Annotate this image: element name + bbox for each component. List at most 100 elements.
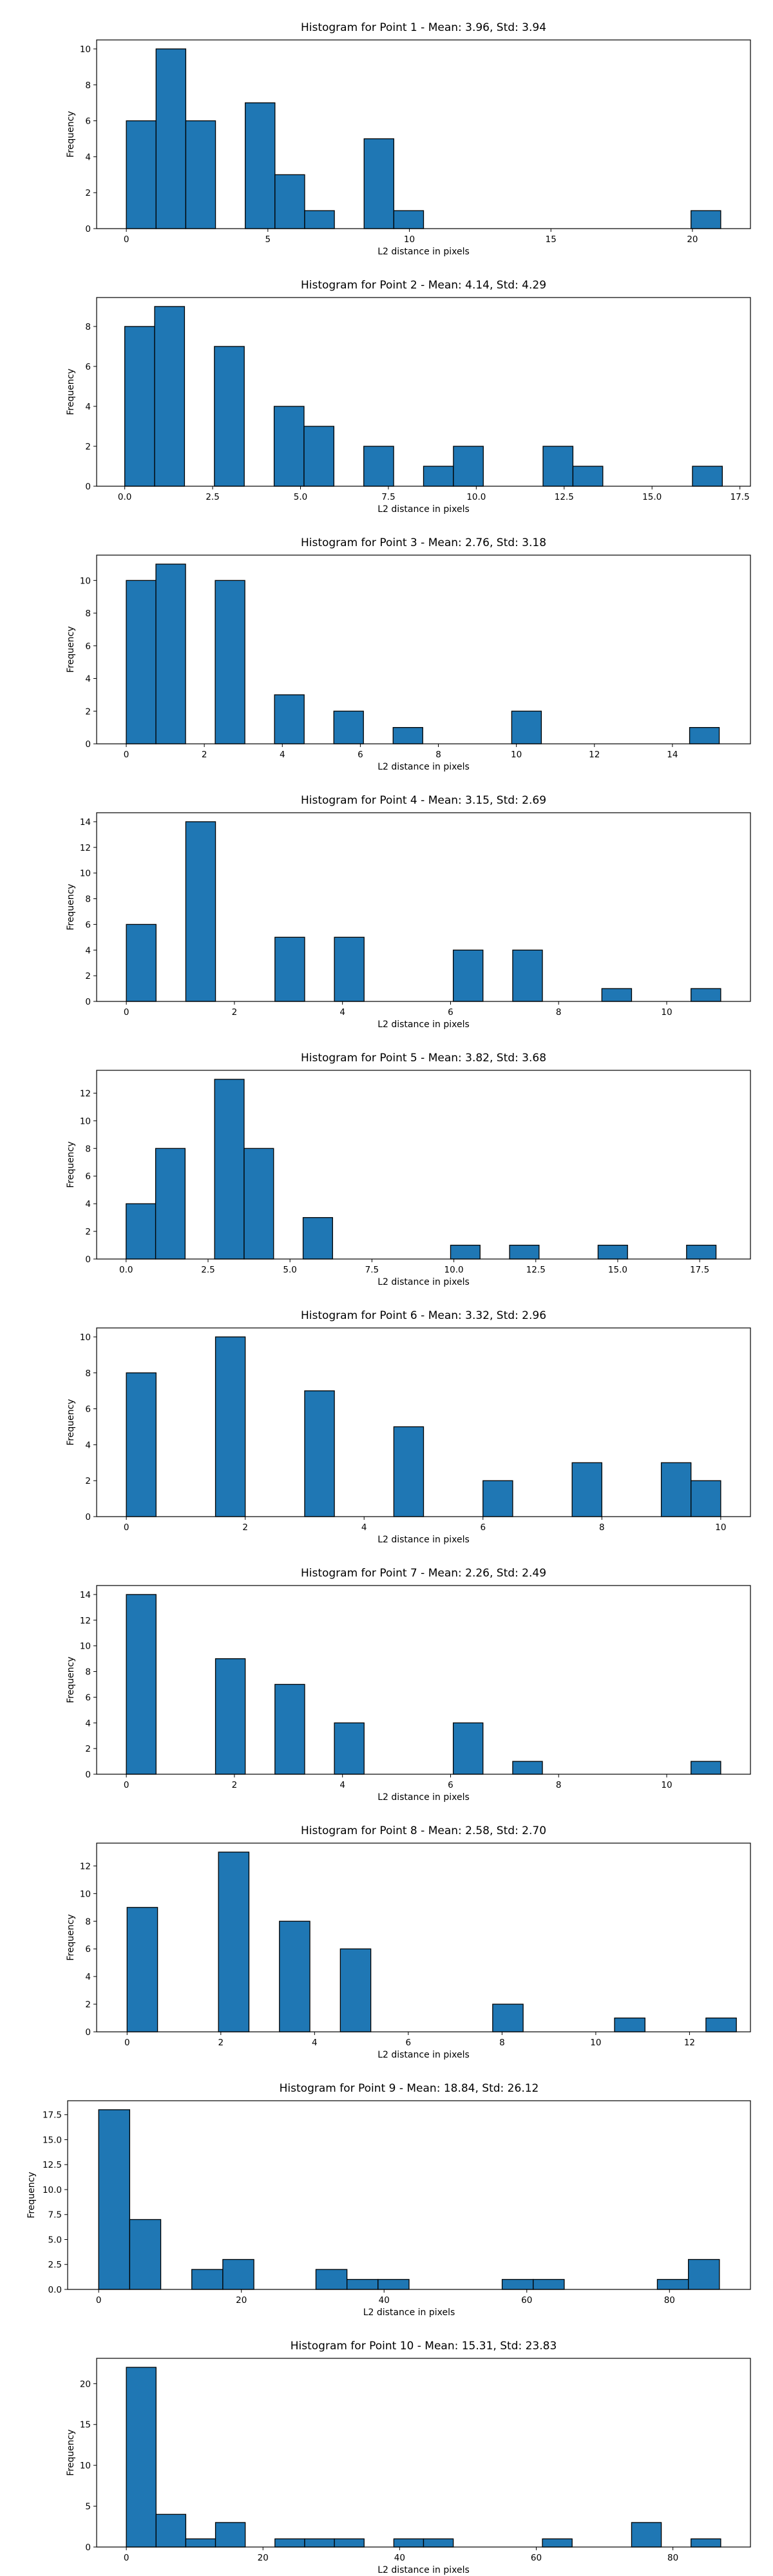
y-tick-label: 10 (80, 869, 91, 879)
histogram-chart-4: Histogram for Point 4 - Mean: 3.15, Std:… (66, 794, 751, 1030)
y-tick-label: 0 (85, 482, 91, 492)
y-tick-label: 5 (85, 2502, 91, 2512)
histogram-bar (393, 2538, 425, 2548)
x-tick-label: 5.0 (294, 492, 307, 502)
x-tick-label: 15.0 (642, 492, 662, 502)
histogram-bar (334, 1722, 365, 1775)
x-tick-label: 2 (202, 750, 207, 760)
histogram-bar (126, 1594, 157, 1775)
y-axis-label: Frequency (66, 368, 76, 415)
histogram-bar (333, 710, 364, 744)
x-tick-label: 20 (236, 2295, 247, 2306)
histogram-bar (334, 2538, 365, 2548)
histogram-bar (218, 1852, 250, 2032)
histogram-chart-6: Histogram for Point 6 - Mean: 3.32, Std:… (66, 1309, 751, 1545)
x-tick-label: 6 (480, 1522, 486, 1533)
x-tick-label: 0 (124, 2038, 130, 2048)
histogram-bar (302, 1217, 333, 1260)
y-axis-label: Frequency (66, 1141, 76, 1188)
histogram-bar (215, 1658, 246, 1775)
x-tick-label: 4 (280, 750, 285, 760)
histogram-bar (126, 580, 157, 744)
histogram-bar (692, 466, 723, 487)
x-tick-label: 14 (667, 750, 678, 760)
y-tick-label: 2 (85, 1476, 91, 1486)
histogram-chart-3: Histogram for Point 3 - Mean: 2.76, Std:… (66, 536, 751, 772)
y-tick-label: 6 (85, 117, 91, 127)
chart-title: Histogram for Point 8 - Mean: 2.58, Std:… (301, 1824, 546, 1837)
histogram-bar (214, 1079, 245, 1260)
histogram-bar (614, 2017, 645, 2032)
histogram-bar (572, 466, 604, 487)
histogram-chart-8: Histogram for Point 8 - Mean: 2.58, Std:… (66, 1824, 751, 2060)
y-axis-label: Frequency (66, 2429, 76, 2476)
y-tick-label: 10 (80, 1116, 91, 1126)
y-axis-label: Frequency (66, 111, 76, 157)
histogram-bar (691, 1761, 721, 1775)
x-tick-label: 12.5 (555, 492, 574, 502)
y-tick-label: 12 (80, 843, 91, 853)
chart-title: Histogram for Point 5 - Mean: 3.82, Std:… (301, 1052, 546, 1065)
y-tick-label: 10 (80, 576, 91, 586)
histogram-bar (542, 446, 574, 487)
histogram-bar (191, 2269, 224, 2290)
x-tick-label: 6 (358, 750, 363, 760)
histogram-bar (660, 1462, 692, 1517)
y-tick-label: 2 (85, 706, 91, 717)
x-tick-label: 12 (684, 2038, 695, 2048)
y-tick-label: 0 (85, 2027, 91, 2038)
histogram-bar (279, 1920, 310, 2032)
histogram-bar (304, 210, 335, 229)
y-tick-label: 2 (85, 971, 91, 981)
y-axis-label: Frequency (66, 884, 76, 930)
y-tick-label: 8 (85, 609, 91, 619)
y-tick-label: 2 (85, 442, 91, 452)
histogram-bar (423, 466, 454, 487)
chart-title: Histogram for Point 1 - Mean: 3.96, Std:… (301, 21, 546, 34)
x-axis-label: L2 distance in pixels (363, 2307, 455, 2318)
x-axis-label: L2 distance in pixels (377, 762, 470, 772)
histogram-bar (185, 821, 216, 1002)
x-tick-label: 6 (406, 2038, 412, 2048)
histogram-bar (501, 2278, 534, 2290)
y-tick-label: 2.5 (48, 2260, 62, 2270)
histogram-bar (571, 1462, 602, 1517)
y-tick-label: 0 (85, 1512, 91, 1522)
y-tick-label: 4 (85, 1718, 91, 1728)
x-tick-label: 12 (589, 750, 600, 760)
y-tick-label: 20 (80, 2379, 91, 2389)
y-tick-label: 8 (85, 1917, 91, 1927)
y-tick-label: 6 (85, 1405, 91, 1415)
plot-area-frame (96, 812, 751, 1002)
histogram-bar (691, 2538, 721, 2548)
histogram-bar (185, 120, 216, 229)
y-axis-label: Frequency (66, 1914, 76, 1960)
histogram-bar (363, 446, 394, 487)
histogram-bar (686, 1244, 717, 1260)
x-axis-label: L2 distance in pixels (377, 2565, 470, 2575)
histogram-bar (126, 120, 157, 229)
x-tick-label: 4 (361, 1522, 367, 1533)
x-tick-label: 80 (664, 2295, 675, 2306)
y-tick-label: 0 (85, 224, 91, 234)
y-tick-label: 4 (85, 1440, 91, 1450)
histogram-bar (691, 988, 721, 1002)
histogram-bar (274, 174, 305, 229)
y-axis-label: Frequency (66, 1656, 76, 1703)
x-tick-label: 40 (394, 2553, 405, 2563)
y-tick-label: 8 (85, 895, 91, 905)
y-tick-label: 12 (80, 1616, 91, 1626)
x-tick-label: 5 (265, 234, 271, 245)
x-tick-label: 10 (715, 1522, 726, 1533)
histogram-bar (452, 1722, 484, 1775)
y-tick-label: 0 (85, 2543, 91, 2553)
x-tick-label: 0 (96, 2295, 102, 2306)
y-tick-label: 10.0 (43, 2185, 62, 2195)
x-tick-label: 0 (124, 1522, 129, 1533)
chart-title: Histogram for Point 10 - Mean: 15.31, St… (291, 2340, 557, 2353)
chart-title: Histogram for Point 6 - Mean: 3.32, Std:… (301, 1309, 546, 1322)
y-tick-label: 4 (85, 1972, 91, 1982)
histogram-bar (126, 923, 157, 1002)
histogram-bar (656, 2278, 689, 2290)
y-tick-label: 0 (85, 739, 91, 750)
